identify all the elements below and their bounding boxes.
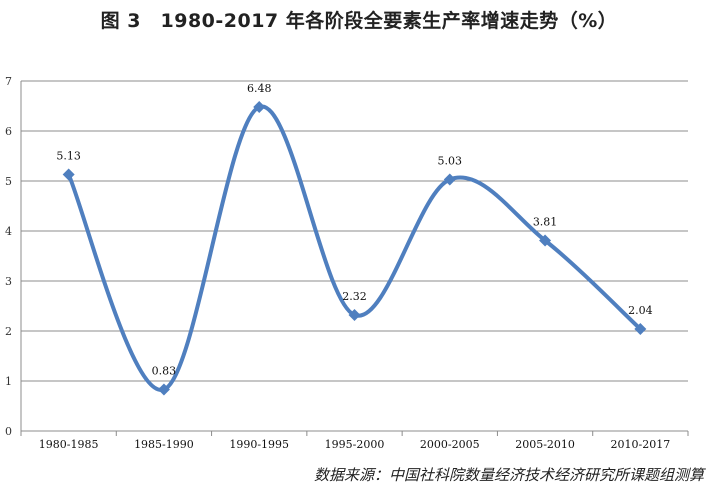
data-label: 5.13: [56, 150, 81, 163]
x-tick-label: 2010-2017: [610, 438, 670, 451]
y-tick-label: 2: [5, 325, 12, 338]
y-tick-label: 1: [5, 375, 12, 388]
series-line: [66, 104, 643, 392]
y-tick-label: 5: [5, 175, 12, 188]
data-label: 2.32: [342, 290, 367, 303]
x-tick-label: 1985-1990: [134, 438, 194, 451]
data-point-marker: [443, 173, 456, 186]
x-tick-label: 1990-1995: [229, 438, 289, 451]
data-point-marker: [348, 309, 361, 321]
data-label: 6.48: [247, 82, 272, 95]
chart-title: 图 3 1980-2017 年各阶段全要素生产率增速走势（%）: [100, 10, 618, 32]
data-label: 5.03: [438, 155, 463, 168]
data-point-marker: [253, 101, 266, 113]
y-tick-label: 4: [5, 225, 12, 238]
x-tick-label: 1980-1985: [39, 438, 99, 451]
x-tick-label: 1995-2000: [325, 438, 385, 451]
data-label: 0.83: [152, 365, 177, 378]
data-label: 2.04: [628, 304, 653, 317]
data-point-marker: [634, 323, 647, 335]
x-tick-label: 2000-2005: [420, 438, 480, 451]
source-note: 数据来源：中国社科院数量经济技术经济研究所课题组测算: [313, 466, 704, 484]
y-tick-label: 7: [5, 75, 12, 88]
y-tick-label: 0: [5, 425, 12, 438]
y-tick-label: 6: [5, 125, 12, 138]
data-label: 3.81: [533, 216, 558, 229]
y-tick-label: 3: [5, 275, 12, 288]
data-point-marker: [539, 234, 552, 247]
data-point-marker: [157, 383, 170, 396]
data-point-marker: [62, 168, 75, 181]
x-tick-label: 2005-2010: [515, 438, 575, 451]
